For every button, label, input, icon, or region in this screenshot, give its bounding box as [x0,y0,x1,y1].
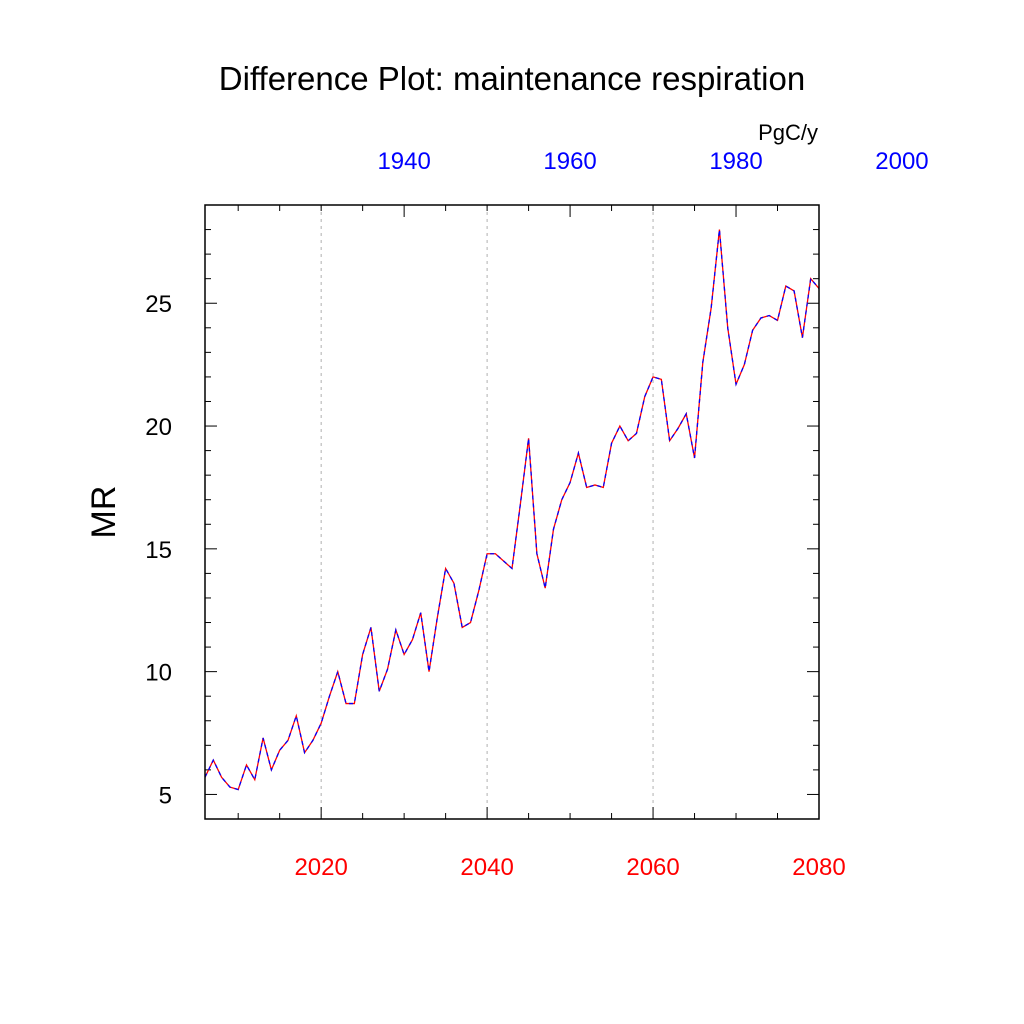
units-label: PgC/y [758,120,818,145]
grid-lines [320,205,654,819]
x-top-tick-label: 1980 [709,148,762,175]
y-tick-label: 20 [145,414,172,441]
x-top-tick-label: 1960 [543,148,596,175]
y-tick-label: 15 [145,537,172,564]
x-top-tick-label: 1940 [377,148,430,175]
y-tick-label: 10 [145,660,172,687]
y-tick-label: 5 [159,782,172,809]
tick-labels: 2020 2040 2060 2080 1940 1960 1980 2000 5 10 15 20 2… [145,148,928,881]
chart-title: Difference Plot: maintenance respiration [219,60,805,97]
y-tick-label: 25 [145,291,172,318]
series-lines [204,229,820,791]
x-bottom-tick-label: 2080 [792,854,845,881]
x-bottom-tick-label: 2040 [460,854,513,881]
series-line-blue [204,229,820,791]
axis-ticks [205,204,820,820]
x-top-tick-label: 2000 [875,148,928,175]
x-bottom-tick-label: 2060 [626,854,679,881]
x-bottom-tick-label: 2020 [294,854,347,881]
y-axis-label: MR [85,486,123,539]
plot-frame [204,204,820,820]
